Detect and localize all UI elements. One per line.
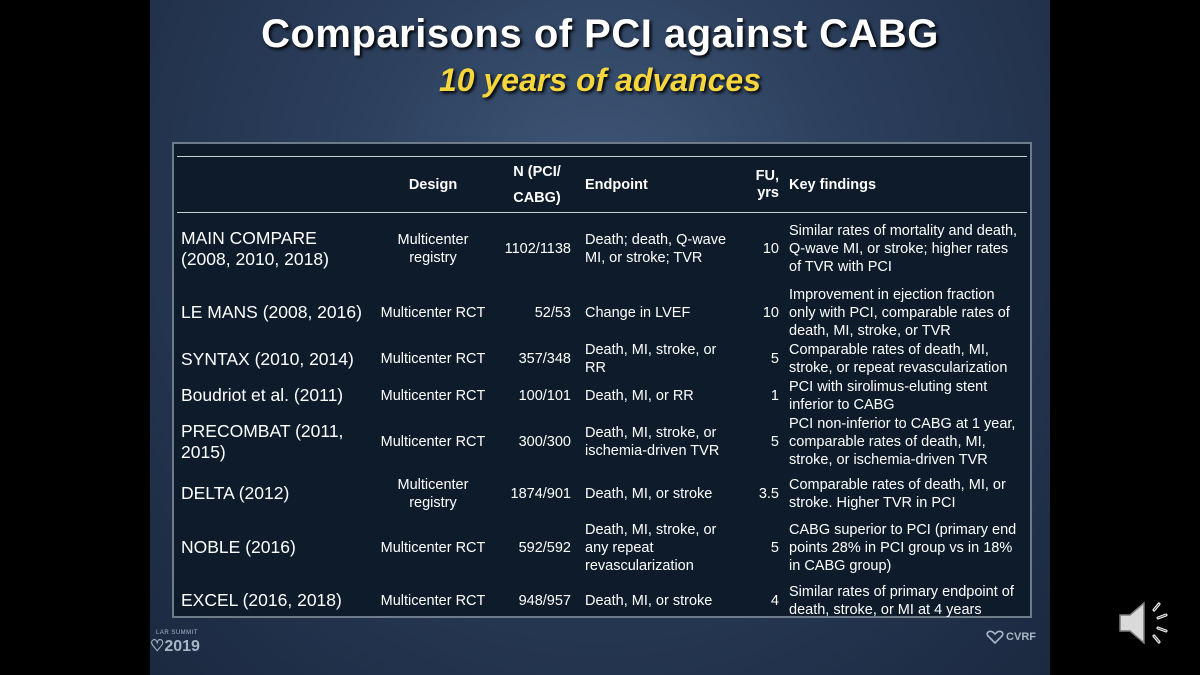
cell-n: 300/300 (518, 433, 571, 450)
cell-design: Multicenter RCT (380, 304, 486, 321)
summit-logo-text: LAR SUMMIT (156, 630, 199, 636)
cell-n: 592/592 (518, 539, 571, 556)
cell-design: Multicenter RCT (380, 433, 486, 450)
cvrf-logo: CVRF (986, 630, 1036, 644)
table-row: Boudriot et al. (2011) Multicenter RCT 1… (177, 378, 1027, 414)
slide-title: Comparisons of PCI against CABG (261, 12, 939, 56)
cell-n: 948/957 (518, 592, 571, 609)
cell-findings: Similar rates of primary endpoint of dea… (789, 583, 1014, 618)
cell-study: Boudriot et al. (2011) (181, 385, 344, 405)
header-study (177, 157, 373, 213)
cell-study: LE MANS (2008, 2016) (181, 302, 362, 322)
cell-design: Multicenter RCT (380, 592, 486, 609)
header-endpoint: Endpoint (585, 176, 648, 193)
cell-findings: Improvement in ejection fraction only wi… (789, 286, 1010, 339)
cell-design: Multicenter registry (397, 476, 469, 511)
cell-endpoint: Death, MI, or RR (585, 387, 694, 404)
cell-fu: 5 (770, 539, 779, 556)
cell-fu: 3.5 (758, 485, 779, 502)
table-row: MAIN COMPARE (2008, 2010, 2018) Multicen… (177, 213, 1027, 285)
table-row: SYNTAX (2010, 2014) Multicenter RCT 357/… (177, 341, 1027, 378)
cell-findings: Similar rates of mortality and death, Q-… (789, 222, 1018, 275)
cell-design: Multicenter RCT (380, 539, 486, 556)
cell-findings: PCI non-inferior to CABG at 1 year, comp… (789, 415, 1016, 468)
cell-study: NOBLE (2016) (181, 537, 296, 557)
cell-endpoint: Death, MI, stroke, or ischemia-driven TV… (585, 424, 720, 459)
header-findings: Key findings (789, 176, 877, 193)
cell-study: MAIN COMPARE (2008, 2010, 2018) (181, 227, 329, 269)
cell-findings: Comparable rates of death, MI, stroke, o… (789, 342, 1008, 376)
cell-n: 52/53 (534, 304, 571, 321)
cell-n: 1874/901 (510, 485, 571, 502)
table-row: PRECOMBAT (2011, 2015) Multicenter RCT 3… (177, 414, 1027, 470)
cell-design: Multicenter RCT (380, 351, 486, 367)
cell-fu: 4 (770, 592, 779, 609)
cell-fu: 10 (762, 304, 779, 321)
speaker-icon[interactable] (1114, 596, 1178, 650)
cell-endpoint: Death, MI, stroke, or RR (585, 342, 717, 376)
summit-logo-year: ♡2019 (150, 638, 200, 655)
cell-endpoint: Death, MI, or stroke (585, 592, 713, 609)
header-fu: FU, yrs (755, 167, 779, 201)
cell-findings: CABG superior to PCI (primary end points… (789, 521, 1017, 574)
cell-fu: 5 (770, 351, 779, 367)
cell-findings: PCI with sirolimus-eluting stent inferio… (789, 378, 988, 413)
cell-study: PRECOMBAT (2011, 2015) (181, 420, 344, 462)
comparison-table-panel: Design N (PCI/CABG) Endpoint FU, yrs Key … (172, 142, 1032, 618)
table-row: EXCEL (2016, 2018) Multicenter RCT 948/9… (177, 578, 1027, 624)
header-n: N (PCI/CABG) (513, 163, 561, 206)
cell-endpoint: Death, MI, or stroke (585, 485, 713, 502)
slide-subtitle: 10 years of advances (439, 62, 761, 98)
summit-logo: LAR SUMMIT ♡2019 (150, 630, 200, 656)
cell-study: DELTA (2012) (181, 483, 290, 503)
cell-n: 100/101 (518, 387, 571, 404)
heart-icon (986, 630, 1004, 644)
cell-fu: 5 (770, 433, 779, 450)
cell-endpoint: Death; death, Q-wave MI, or stroke; TVR (585, 231, 727, 266)
cell-design: Multicenter registry (397, 231, 469, 266)
header-design: Design (408, 176, 458, 193)
cell-design: Multicenter RCT (380, 387, 486, 404)
cell-fu: 10 (762, 240, 779, 257)
table-row: DELTA (2012) Multicenter registry 1874/9… (177, 470, 1027, 518)
cell-endpoint: Change in LVEF (585, 304, 691, 321)
cvrf-logo-text: CVRF (1006, 631, 1036, 643)
table-row: NOBLE (2016) Multicenter RCT 592/592 Dea… (177, 518, 1027, 578)
cell-n: 357/348 (518, 351, 571, 367)
cell-fu: 1 (770, 387, 779, 404)
table-header-row: Design N (PCI/CABG) Endpoint FU, yrs Key … (177, 156, 1027, 213)
cell-study: SYNTAX (2010, 2014) (181, 348, 354, 369)
cell-findings: Comparable rates of death, MI, or stroke… (789, 476, 1006, 511)
cell-endpoint: Death, MI, stroke, or any repeat revascu… (585, 521, 717, 574)
cell-study: EXCEL (2016, 2018) (181, 590, 342, 610)
slide: Comparisons of PCI against CABG 10 years… (150, 0, 1050, 675)
cell-n: 1102/1138 (504, 240, 571, 257)
table-row: LE MANS (2008, 2016) Multicenter RCT 52/… (177, 285, 1027, 341)
comparison-table: Design N (PCI/CABG) Endpoint FU, yrs Key … (177, 156, 1027, 624)
